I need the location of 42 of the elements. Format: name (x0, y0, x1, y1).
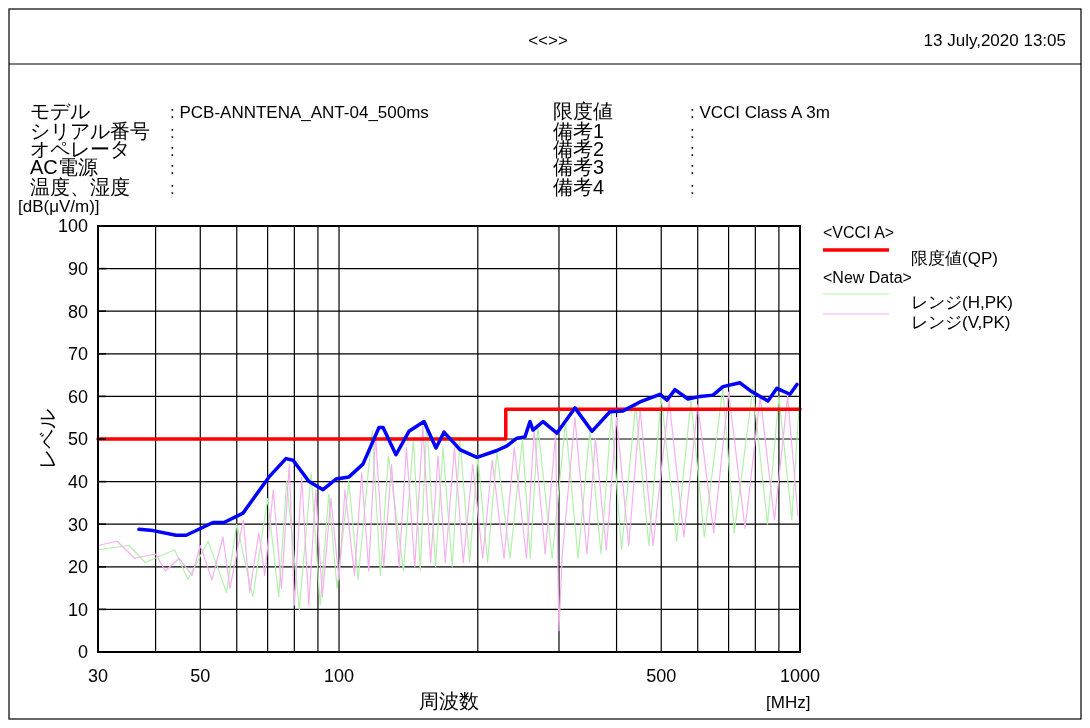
text: [MHz] (766, 693, 811, 712)
y-tick-label: 0 (77, 642, 88, 663)
text: : (690, 179, 695, 198)
y-tick-label: 50 (67, 429, 88, 450)
text: : (690, 141, 695, 160)
legend-label: レンジ(H,PK) (911, 293, 1013, 312)
legend-label: 限度値(QP) (911, 249, 998, 268)
text: : (690, 123, 695, 142)
text: 13 July,2020 13:05 (923, 31, 1066, 50)
y-tick-label: 70 (67, 344, 88, 365)
x-tick-label: 30 (87, 666, 109, 686)
y-tick-label: 80 (67, 301, 88, 322)
text: : PCB-ANNTENA_ANT-04_500ms (170, 103, 429, 122)
chart-title: <<>> (528, 31, 568, 50)
x-axis-title: 周波数 (419, 690, 479, 712)
text: <VCCI A> (823, 224, 895, 241)
x-tick-label: 50 (190, 666, 211, 686)
text: 温度、湿度 (30, 176, 130, 198)
text: 限度値 (553, 100, 613, 122)
x-tick-label: 1000 (779, 666, 821, 686)
text: : (170, 141, 175, 160)
y-tick-label: 30 (67, 514, 88, 535)
y-tick-label: 90 (67, 258, 88, 279)
text: モデル (30, 100, 90, 122)
y-tick-label: 60 (67, 386, 88, 407)
y-tick-label: 100 (57, 216, 88, 237)
x-tick-label: 500 (646, 666, 677, 686)
text: 備考4 (553, 176, 605, 198)
text: 備考1 (553, 120, 605, 142)
x-tick-label: 100 (324, 666, 355, 686)
text: : (170, 123, 175, 142)
y-tick-label: 10 (67, 599, 88, 620)
text: : (170, 159, 175, 178)
y-tick-label: 20 (67, 557, 88, 578)
y-axis-title: レベル (36, 409, 58, 469)
text: : VCCI Class A 3m (690, 103, 830, 122)
text: [dB(μV/m)] (18, 197, 100, 216)
y-tick-label: 40 (67, 471, 88, 492)
text: <New Data> (823, 269, 912, 286)
legend-label: レンジ(V,PK) (911, 313, 1011, 332)
text: : (690, 159, 695, 178)
text: : (170, 179, 175, 198)
